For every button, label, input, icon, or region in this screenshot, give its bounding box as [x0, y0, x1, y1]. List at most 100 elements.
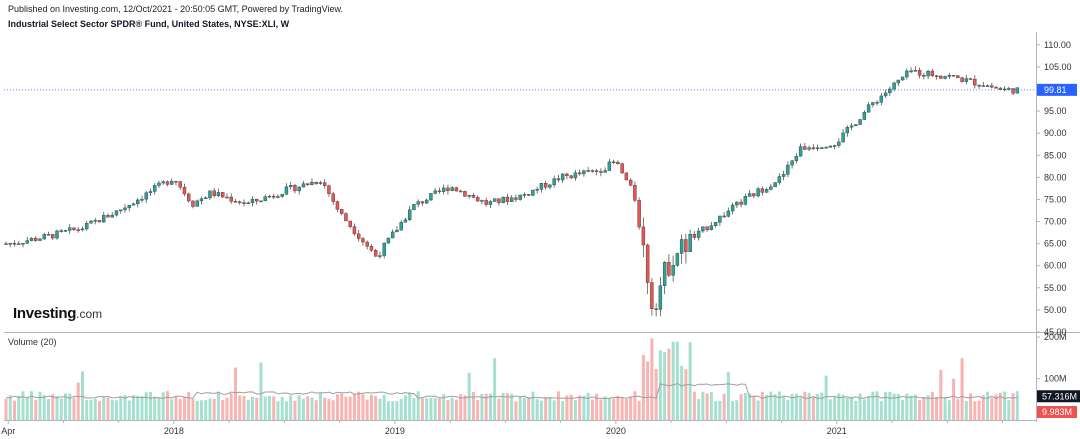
- volume-bar: [752, 395, 756, 420]
- candle-body: [956, 75, 960, 79]
- candle-body: [386, 237, 391, 244]
- candle-body: [378, 255, 382, 257]
- candle-body: [352, 226, 357, 235]
- volume-bar: [238, 395, 242, 420]
- volume-bar: [799, 397, 803, 420]
- candle-body: [599, 171, 603, 173]
- volume-bar: [416, 391, 420, 420]
- candle-body: [769, 186, 773, 190]
- volume-bar: [922, 396, 926, 420]
- volume-bar: [480, 393, 484, 420]
- candle-body: [820, 147, 824, 149]
- volume-bar: [620, 397, 624, 420]
- candle-body: [110, 214, 114, 218]
- volume-bar: [191, 398, 195, 420]
- volume-bar: [858, 393, 862, 420]
- volume-bar: [867, 396, 871, 420]
- volume-bar: [671, 341, 675, 420]
- volume-bar: [59, 398, 63, 420]
- volume-bar: [148, 391, 152, 420]
- candle-body: [195, 200, 199, 207]
- volume-ma-line: [5, 382, 1018, 400]
- candle-body: [514, 197, 518, 200]
- volume-bar: [969, 393, 973, 420]
- candle-body: [301, 183, 306, 188]
- candle-body: [684, 239, 688, 252]
- volume-bar: [369, 394, 373, 420]
- candle-body: [170, 180, 174, 185]
- volume-bar: [773, 394, 777, 420]
- volume-bar: [408, 392, 412, 420]
- candle-body: [288, 185, 293, 187]
- candle-body: [85, 223, 89, 230]
- volume-bar: [879, 401, 883, 420]
- last-volume-label: 9.983M: [1042, 407, 1072, 417]
- candle-body: [854, 124, 858, 126]
- price-tick-label: 105.00: [1044, 62, 1072, 72]
- candle-body: [229, 196, 233, 202]
- volume-bar: [493, 358, 497, 420]
- volume-bar: [21, 391, 25, 420]
- candle-body: [990, 85, 994, 88]
- volume-bar: [97, 401, 101, 420]
- volume-bar: [395, 401, 399, 420]
- candle-body: [913, 70, 918, 72]
- volume-bar: [165, 391, 169, 420]
- volume-bar: [263, 396, 267, 420]
- volume-bar: [990, 397, 994, 420]
- candle-body: [144, 192, 148, 200]
- candle-body: [960, 77, 964, 82]
- candle-body: [692, 234, 697, 238]
- candle-body: [594, 170, 599, 172]
- volume-bar: [697, 398, 701, 420]
- volume-bar: [527, 397, 531, 420]
- volume-bar: [539, 400, 543, 420]
- candle-body: [531, 189, 535, 196]
- candle-body: [136, 199, 140, 205]
- price-tick-label: 90.00: [1044, 128, 1067, 138]
- volume-bar: [4, 398, 8, 420]
- candle-body: [161, 181, 165, 184]
- candle-body: [310, 181, 314, 186]
- volume-bar: [93, 398, 97, 420]
- volume-bar: [323, 397, 327, 420]
- candle-body: [348, 220, 352, 227]
- volume-bar: [977, 400, 981, 420]
- volume-bar: [463, 395, 467, 420]
- candle-body: [127, 204, 131, 209]
- candle-body: [718, 215, 722, 223]
- candle-body: [552, 178, 556, 186]
- candle-body: [926, 70, 930, 77]
- volume-bar: [913, 394, 917, 420]
- candle-body: [543, 183, 548, 188]
- volume-bar: [935, 396, 939, 420]
- volume-title: Volume (20): [8, 337, 57, 347]
- volume-bar: [221, 399, 225, 420]
- volume-bar: [488, 393, 492, 420]
- volume-tick-label: 100M: [1044, 374, 1067, 384]
- candle-body: [29, 238, 34, 241]
- candle-body: [722, 215, 726, 218]
- candle-body: [305, 183, 310, 186]
- volume-bar: [735, 400, 739, 420]
- volume-bar: [216, 391, 220, 420]
- candle-body: [21, 243, 25, 245]
- candle-body: [157, 182, 161, 186]
- volume-bar: [497, 398, 501, 420]
- volume-bar: [663, 352, 667, 420]
- candle-body: [841, 132, 845, 143]
- volume-bar: [293, 400, 297, 420]
- candle-body: [356, 233, 361, 239]
- volume-bar: [365, 399, 369, 420]
- volume-bar: [578, 395, 582, 420]
- volume-bar: [106, 397, 110, 420]
- volume-bar: [1003, 391, 1007, 420]
- volume-bar: [556, 391, 560, 420]
- volume-bar: [467, 372, 471, 420]
- volume-bar: [535, 399, 539, 420]
- time-tick-label: 2020: [606, 426, 626, 436]
- candle-body: [255, 198, 259, 202]
- volume-bar: [811, 396, 815, 420]
- volume-bar: [926, 395, 930, 420]
